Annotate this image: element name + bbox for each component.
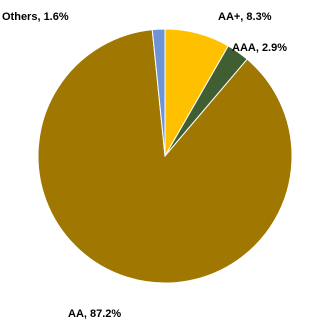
pie-slice-others [151, 28, 166, 157]
slice-label-others: Others, 1.6% [2, 11, 69, 23]
pie-slice-aa [37, 29, 293, 284]
slice-label-aaa: AAA, 2.9% [232, 42, 287, 54]
pie-slices [37, 28, 293, 284]
slice-label-aa-plus: AA+, 8.3% [218, 11, 272, 23]
pie-labels: AA+, 8.3% AAA, 2.9% AA, 87.2% Others, 1.… [2, 11, 287, 320]
slice-label-aa: AA, 87.2% [68, 308, 121, 320]
